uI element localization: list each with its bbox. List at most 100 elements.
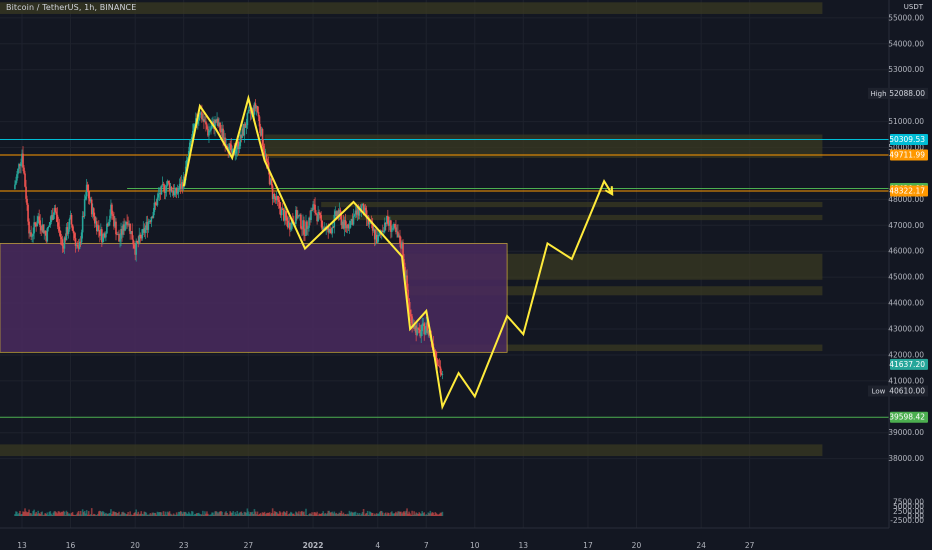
candle-body (311, 210, 313, 211)
volume-bar (73, 515, 76, 516)
volume-bar (398, 511, 400, 516)
volume-bar (384, 513, 386, 516)
volume-bar (414, 514, 416, 516)
volume-bar (236, 510, 239, 516)
candle-body (298, 215, 300, 217)
volume-bar (205, 513, 207, 516)
price-tick-label: 46000.00 (888, 247, 924, 256)
candle-body (249, 109, 252, 114)
volume-bar (190, 511, 193, 516)
volume-bar (307, 515, 309, 516)
candle-body (427, 330, 430, 333)
time-tick-label: 20 (130, 541, 140, 550)
candle-body (65, 227, 68, 241)
volume-bar (260, 514, 263, 516)
candle-body (277, 200, 280, 202)
candle-body (376, 236, 379, 244)
volume-bar (124, 513, 126, 516)
volume-bar (175, 512, 178, 516)
volume-bar (180, 511, 183, 516)
candle-body (247, 110, 250, 114)
volume-bar (169, 513, 172, 516)
volume-bar (166, 511, 169, 516)
volume-bar (229, 511, 231, 516)
volume-bar (113, 511, 115, 516)
volume-bar (314, 512, 316, 516)
volume-bar (421, 511, 424, 516)
candle-body (67, 229, 70, 234)
volume-bar (243, 511, 246, 516)
candle-body (285, 217, 288, 221)
candle-body (127, 223, 129, 225)
candle-body (388, 222, 390, 226)
candle-body (139, 234, 142, 237)
volume-bar (434, 512, 437, 516)
candle-body (86, 184, 89, 192)
volume-bar (197, 513, 199, 516)
volume-bar (248, 514, 251, 516)
volume-bar (88, 514, 91, 516)
volume-bar (29, 513, 31, 516)
volume-bar (435, 513, 438, 516)
candle-body (384, 222, 386, 232)
volume-bar (226, 512, 228, 516)
candle-body (76, 244, 79, 247)
candle-body (187, 151, 190, 159)
candle-body (251, 108, 254, 111)
volume-bar (286, 514, 289, 516)
volume-bar (426, 515, 429, 516)
candle-body (297, 215, 299, 219)
volume-bar (377, 513, 380, 516)
volume-bar (134, 512, 136, 516)
candle-body (258, 116, 261, 127)
candle-body (203, 119, 205, 122)
volume-bar (283, 511, 286, 516)
volume-bar (149, 513, 152, 516)
volume-bar (407, 513, 409, 516)
volume-bar (76, 512, 79, 516)
volume-bar (368, 511, 371, 516)
volume-bar (188, 513, 191, 516)
candle-body (411, 316, 413, 328)
volume-bar (240, 511, 243, 516)
volume-bar (165, 514, 168, 516)
volume-bar (122, 511, 124, 516)
volume-bar (437, 514, 440, 516)
candle-body (283, 211, 286, 221)
volume-bar (256, 511, 259, 516)
volume-bar (61, 512, 64, 516)
volume-bar (115, 512, 117, 516)
symbol-title: Bitcoin / TetherUS, 1h, BINANCE (6, 3, 137, 12)
volume-bar (177, 511, 180, 516)
candle-body (342, 221, 345, 229)
volume-bar (103, 512, 105, 516)
candle-body (266, 161, 269, 163)
volume-bar (327, 510, 330, 516)
volume-bar (422, 513, 425, 516)
volume-bar (14, 514, 16, 516)
volume-bar (31, 514, 33, 516)
candle-body (173, 190, 176, 196)
volume-bar (402, 512, 404, 516)
candle-body (406, 275, 408, 290)
volume-bar (129, 511, 131, 516)
candle-body (419, 329, 421, 337)
candle-body (414, 325, 416, 330)
candle-body (189, 141, 192, 143)
volume-bar (187, 511, 190, 516)
volume-bar (89, 514, 92, 516)
volume-bar (64, 515, 67, 516)
volume-bar (357, 514, 360, 516)
volume-bar (194, 513, 196, 516)
time-axis (0, 528, 889, 550)
candle-body (157, 194, 160, 198)
candle-body (117, 234, 119, 235)
time-tick-label: 4 (375, 541, 380, 550)
candle-body (216, 118, 218, 123)
candle-body (31, 236, 33, 237)
volume-bar (42, 515, 45, 516)
candle-body (55, 211, 58, 215)
candle-body (261, 129, 264, 146)
